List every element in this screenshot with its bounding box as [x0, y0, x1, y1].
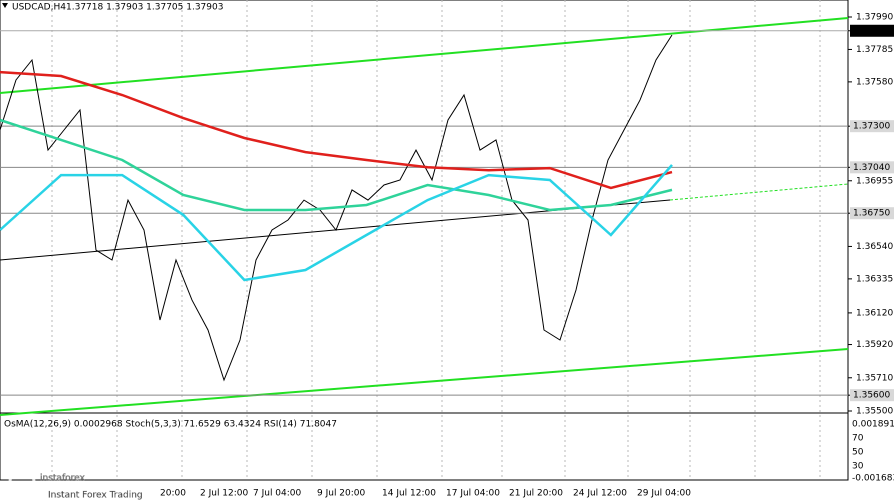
time-label: 29 Jul 04:00	[637, 489, 691, 499]
time-label: 17 Jul 04:00	[446, 489, 500, 499]
price-label: 1.37990	[856, 13, 893, 23]
line-price	[0, 34, 673, 382]
indicator-axis-label: 50	[852, 448, 864, 458]
level-box	[850, 161, 894, 174]
price-label: 1.36540	[856, 242, 893, 252]
line-ma-mid	[0, 118, 673, 212]
price-label: 1.35500	[856, 407, 893, 417]
price-label: 1.36955	[856, 176, 893, 186]
indicator-axis-label: 70	[852, 434, 864, 444]
time-label: 9 Jul 20:00	[317, 489, 366, 499]
time-label: 20:00	[160, 489, 186, 499]
indicator-axis-label: 0.001891	[852, 420, 894, 430]
level-label: 1.36750	[853, 209, 890, 219]
current-price-box	[850, 24, 894, 37]
price-label: 1.35710	[856, 373, 893, 383]
price-label: 1.36120	[856, 308, 893, 318]
current-price-label: 1.37903	[853, 26, 890, 36]
time-label: 24 Jul 12:00	[573, 489, 627, 499]
watermark: instaforex Instant Forex Trading	[8, 468, 143, 501]
brand: instaforex	[40, 474, 85, 484]
level-box	[850, 389, 894, 402]
symbol: USDCAD,H4	[12, 3, 66, 13]
indicator-axis-label: -0.001683	[852, 474, 894, 484]
time-label: 7 Jul 04:00	[253, 489, 302, 499]
level-box	[850, 207, 894, 220]
price-label: 1.37785	[856, 45, 893, 55]
level-box	[850, 120, 894, 133]
ohlc: 1.37718 1.37903 1.37705 1.37903	[66, 3, 223, 13]
time-label: 21 Jul 20:00	[509, 489, 563, 499]
level-label: 1.35600	[853, 391, 890, 401]
plot-frame	[0, 0, 849, 481]
time-label: 14 Jul 12:00	[382, 489, 436, 499]
v-grid	[51, 0, 821, 480]
price-label: 1.36335	[856, 274, 893, 284]
indicator-axis-label: 30	[852, 462, 864, 472]
indicator-caption: OsMA(12,26,9) 0.0002968 Stoch(5,3,3) 71.…	[4, 420, 337, 430]
level-label: 1.37300	[853, 122, 890, 132]
price-label: 1.35920	[856, 340, 893, 350]
line-ma-fast	[0, 164, 673, 282]
tagline: Instant Forex Trading	[48, 491, 143, 501]
menu-arrow[interactable]	[2, 3, 8, 8]
time-label: 2 Jul 12:00	[200, 489, 249, 499]
price-label: 1.37580	[856, 77, 893, 87]
level-label: 1.37040	[853, 163, 890, 173]
line-ma-slow	[0, 70, 673, 190]
